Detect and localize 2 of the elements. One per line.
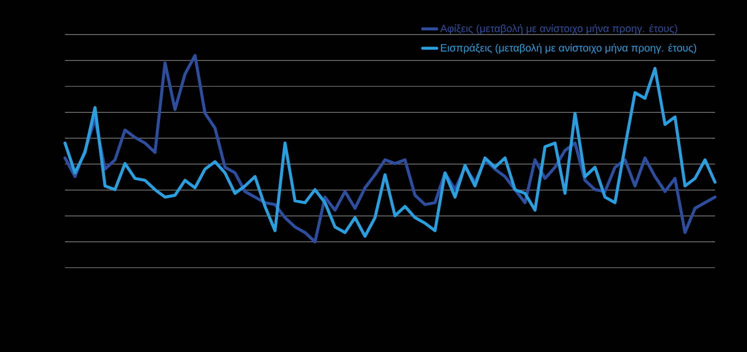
legend-label: Αφίξεις (μεταβολή με ανίστοιχο μήνα προηγ. έτους) [440,24,678,34]
legend-label: Εισπράξεις (μεταβολή με ανίστοιχο μήνα προηγ. έτους) [441,44,696,54]
